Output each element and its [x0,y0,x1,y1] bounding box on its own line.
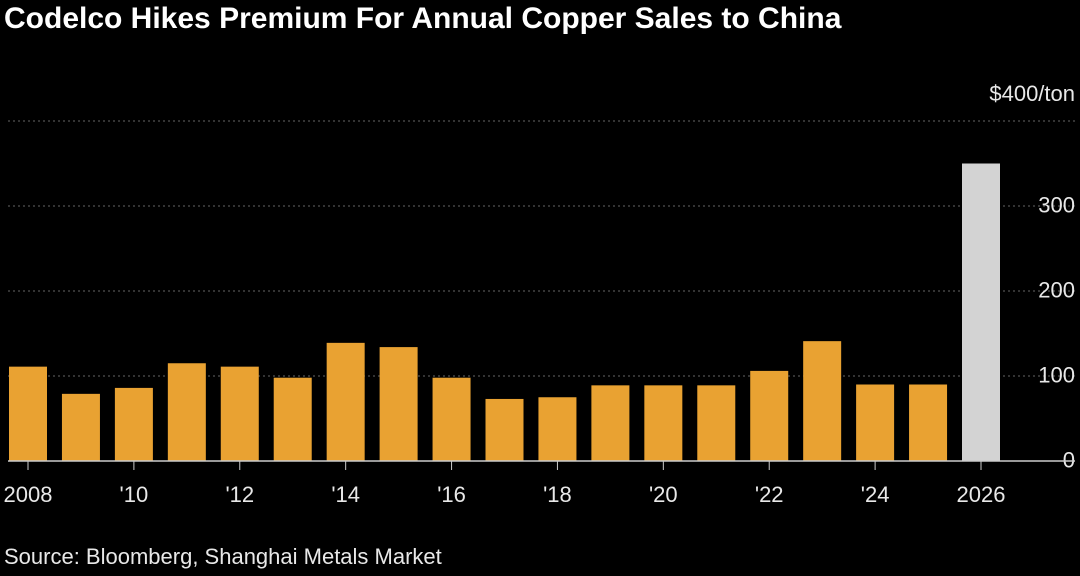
bar [856,384,895,461]
y-tick-label: 300 [1038,192,1075,217]
x-tick-label: 2026 [957,482,1006,507]
bar [167,363,206,461]
bar [485,398,524,461]
bar [273,377,312,461]
x-tick-label: '12 [225,482,254,507]
bar [644,385,683,461]
x-tick-label: 2008 [4,482,53,507]
bar [750,370,789,461]
y-tick-label: $400/ton [989,81,1075,106]
bar [962,163,1000,461]
chart-title: Codelco Hikes Premium For Annual Copper … [4,2,842,35]
y-tick-label: 200 [1038,277,1075,302]
bar [432,377,471,461]
x-tick-label: '18 [543,482,572,507]
x-tick-label: '24 [861,482,890,507]
y-tick-label: 0 [1063,447,1075,472]
bar [114,387,153,461]
y-tick-label: 100 [1038,362,1075,387]
bar [538,397,577,461]
x-tick-label: '10 [120,482,149,507]
bar [61,393,100,461]
bar [909,384,948,461]
bar [591,385,630,461]
x-tick-label: '20 [649,482,678,507]
bar [220,366,259,461]
bar [326,342,365,461]
bar [697,385,736,461]
x-tick-label: '14 [331,482,360,507]
bar [803,341,842,461]
bar [379,347,418,461]
source: Source: Bloomberg, Shanghai Metals Marke… [4,544,442,569]
x-tick-label: '16 [437,482,466,507]
bar [9,366,47,461]
x-tick-label: '22 [755,482,784,507]
